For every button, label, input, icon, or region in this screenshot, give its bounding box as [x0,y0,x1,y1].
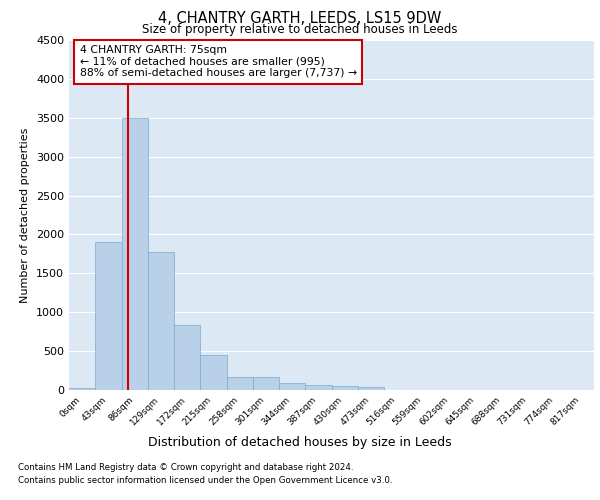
Y-axis label: Number of detached properties: Number of detached properties [20,128,31,302]
Bar [227,377,253,390]
Text: 4, CHANTRY GARTH, LEEDS, LS15 9DW: 4, CHANTRY GARTH, LEEDS, LS15 9DW [158,11,442,26]
Bar [253,377,279,390]
Bar [69,388,95,390]
Bar [358,388,384,390]
Text: Contains HM Land Registry data © Crown copyright and database right 2024.: Contains HM Land Registry data © Crown c… [18,464,353,472]
Bar [121,118,148,390]
Bar [305,385,331,390]
Bar [279,382,305,390]
Text: 4 CHANTRY GARTH: 75sqm
← 11% of detached houses are smaller (995)
88% of semi-de: 4 CHANTRY GARTH: 75sqm ← 11% of detached… [79,46,356,78]
Bar [174,324,200,390]
Bar [331,386,358,390]
Text: Contains public sector information licensed under the Open Government Licence v3: Contains public sector information licen… [18,476,392,485]
Bar [200,355,227,390]
Text: Distribution of detached houses by size in Leeds: Distribution of detached houses by size … [148,436,452,449]
Text: Size of property relative to detached houses in Leeds: Size of property relative to detached ho… [142,22,458,36]
Bar [95,242,121,390]
Bar [148,252,174,390]
